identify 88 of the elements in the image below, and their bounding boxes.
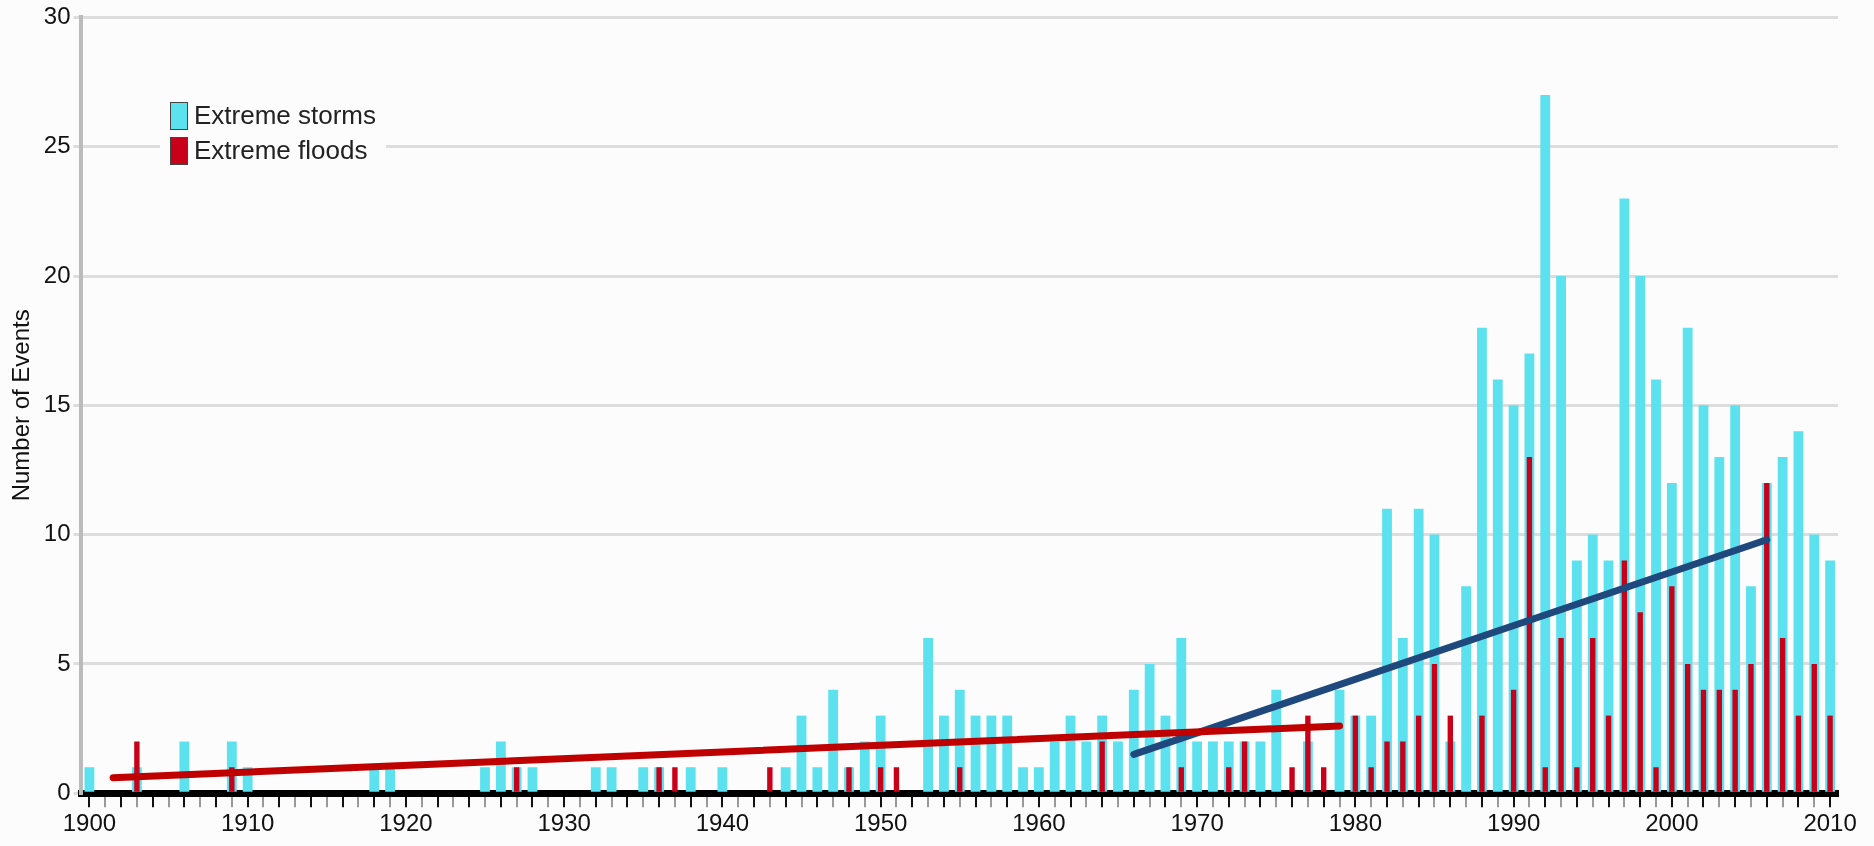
x-tick-label: 1990 xyxy=(1486,809,1541,837)
x-tick-label: 1920 xyxy=(379,809,433,837)
legend-label: Extreme floods xyxy=(194,135,368,166)
bar xyxy=(1208,741,1218,792)
bar xyxy=(84,767,95,792)
x-tick-label: 1970 xyxy=(1170,809,1224,837)
x-tick-label: 1980 xyxy=(1328,809,1383,837)
bar xyxy=(1574,767,1580,792)
bar xyxy=(638,767,649,792)
bar xyxy=(1684,663,1691,792)
bar xyxy=(1479,715,1485,792)
y-tick-label: 25 xyxy=(43,131,71,159)
bar xyxy=(1081,741,1092,792)
bar xyxy=(480,767,490,792)
bar xyxy=(1447,715,1453,792)
bar xyxy=(1492,379,1503,792)
bar xyxy=(1637,612,1643,792)
bar xyxy=(1827,715,1833,792)
bar xyxy=(1049,741,1060,792)
bar xyxy=(1716,689,1723,792)
bar xyxy=(986,715,997,792)
bar xyxy=(1461,586,1472,792)
bar xyxy=(1178,767,1184,792)
bar xyxy=(1321,767,1327,792)
bar xyxy=(1700,689,1707,792)
bar xyxy=(1192,741,1203,792)
bar xyxy=(685,767,696,792)
bar xyxy=(1400,741,1406,792)
y-tick-label: 15 xyxy=(43,389,71,417)
bar xyxy=(1033,767,1044,792)
bar xyxy=(1653,767,1659,792)
bar xyxy=(828,689,839,792)
y-tick-label: 30 xyxy=(43,2,71,30)
y-axis-title: Number of Events xyxy=(7,309,35,502)
y-tick-label: 0 xyxy=(57,777,71,805)
x-tick-label: 1930 xyxy=(537,809,591,837)
bar xyxy=(1226,767,1232,792)
x-tick-label: 1940 xyxy=(695,809,750,837)
bar xyxy=(1571,560,1582,792)
bar xyxy=(1368,767,1374,792)
bar xyxy=(1510,689,1517,792)
bar xyxy=(1113,741,1123,792)
bar xyxy=(1779,638,1786,792)
bar xyxy=(1540,94,1551,792)
bar xyxy=(1542,767,1548,792)
bar xyxy=(1289,767,1295,792)
bar xyxy=(812,767,823,792)
bar xyxy=(1605,715,1612,792)
bar xyxy=(1018,767,1028,792)
bar xyxy=(877,767,884,792)
bar xyxy=(1099,741,1105,792)
bar xyxy=(1002,715,1013,792)
x-tick-label: 2000 xyxy=(1645,809,1699,837)
x-tick-label: 1910 xyxy=(220,809,275,837)
x-tick-label: 1950 xyxy=(853,809,908,837)
bar xyxy=(893,767,900,792)
y-tick-label: 5 xyxy=(57,648,71,676)
bar xyxy=(527,767,538,792)
y-tick-label: 10 xyxy=(43,519,71,547)
bar xyxy=(385,767,395,792)
x-tick-label: 1960 xyxy=(1012,809,1066,837)
bar xyxy=(606,767,617,792)
bar xyxy=(923,638,933,792)
bar xyxy=(1255,741,1266,792)
bar xyxy=(1526,457,1533,792)
bar xyxy=(1558,638,1564,792)
y-tick-label: 20 xyxy=(43,260,71,288)
bar xyxy=(1590,638,1596,792)
bar xyxy=(1415,715,1422,792)
bar xyxy=(1651,379,1661,792)
bar xyxy=(717,767,728,792)
bar xyxy=(780,767,791,792)
bar xyxy=(1795,715,1802,792)
bar xyxy=(1669,586,1675,792)
x-tick-label: 1900 xyxy=(62,809,117,837)
bar xyxy=(939,715,949,792)
bar xyxy=(957,767,963,792)
legend-label: Extreme storms xyxy=(194,100,377,131)
bar xyxy=(1621,560,1628,792)
bar xyxy=(1732,689,1738,792)
bar xyxy=(767,767,773,792)
x-tick-label: 2010 xyxy=(1803,809,1857,837)
bar xyxy=(672,767,678,792)
bar xyxy=(1748,663,1754,792)
bar xyxy=(1384,741,1390,792)
bar xyxy=(590,767,601,792)
bar xyxy=(1431,663,1438,792)
bar xyxy=(1811,663,1817,792)
